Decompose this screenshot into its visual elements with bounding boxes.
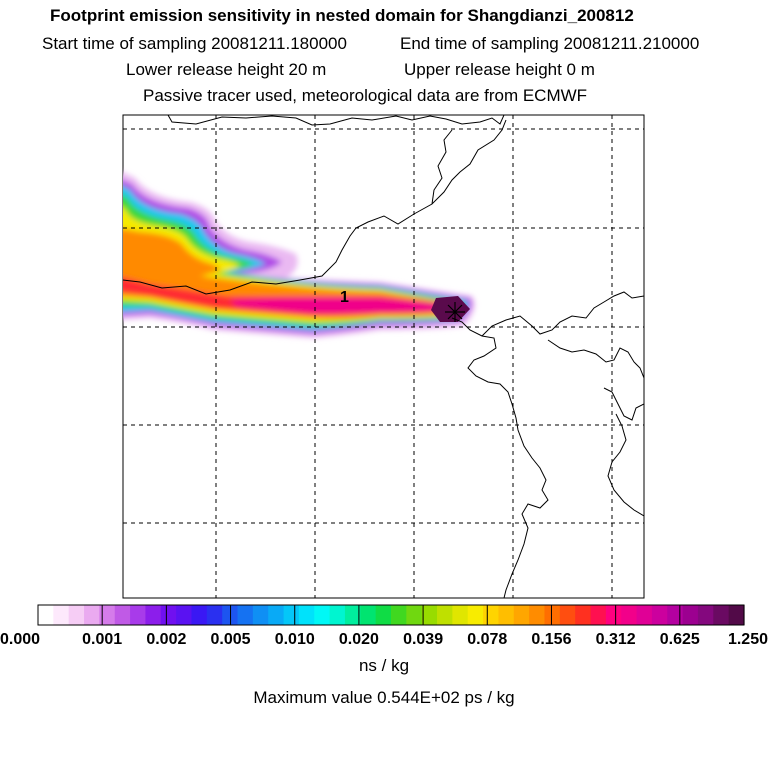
colorbar-cell bbox=[268, 605, 285, 625]
colorbar-cell bbox=[130, 605, 147, 625]
colorbar-border bbox=[37, 604, 745, 626]
plume-maximum bbox=[431, 296, 470, 322]
colorbar-cell bbox=[344, 605, 361, 625]
colorbar-cell bbox=[621, 605, 638, 625]
plume-layer-magenta bbox=[230, 297, 448, 314]
colorbar-cell bbox=[375, 605, 392, 625]
colorbar-cell bbox=[498, 605, 515, 625]
colorbar-cell bbox=[713, 605, 730, 625]
colorbar-cell bbox=[283, 605, 300, 625]
colorbar-cell bbox=[697, 605, 714, 625]
colorbar-cell bbox=[467, 605, 484, 625]
colorbar-cell bbox=[605, 605, 622, 625]
colorbar-tick-label: 0.002 bbox=[146, 631, 186, 648]
colorbar-cell bbox=[421, 605, 438, 625]
colorbar-cell bbox=[298, 605, 315, 625]
colorbar-cell bbox=[682, 605, 699, 625]
colorbar-cell bbox=[53, 605, 70, 625]
start-time-label: Start time of sampling 20081211.180000 bbox=[42, 34, 347, 53]
colorbar-cell bbox=[99, 605, 116, 625]
tracer-label: Passive tracer used, meteorological data… bbox=[143, 86, 588, 105]
colorbar-cell bbox=[483, 605, 500, 625]
colorbar-cell bbox=[513, 605, 530, 625]
colorbar-cell bbox=[575, 605, 592, 625]
colorbar-tick-label: 0.039 bbox=[403, 631, 443, 648]
end-time-label: End time of sampling 20081211.210000 bbox=[400, 34, 700, 53]
lower-release-label: Lower release height 20 m bbox=[126, 60, 327, 79]
colorbar-cell bbox=[651, 605, 668, 625]
colorbar-cell bbox=[437, 605, 453, 625]
colorbar-tick-label: 0.010 bbox=[275, 631, 315, 648]
colorbar-cell bbox=[544, 605, 561, 625]
colorbar-cell bbox=[391, 605, 407, 625]
colorbar-cell bbox=[728, 605, 745, 625]
colorbar-tick-label: 0.156 bbox=[531, 631, 571, 648]
colorbar-cell bbox=[68, 605, 85, 625]
colorbar-tick-label: 1.250 bbox=[728, 631, 768, 648]
colorbar-tick-label: 0.000 bbox=[0, 631, 40, 648]
title-text: Footprint emission sensitivity in nested… bbox=[50, 6, 634, 25]
colorbar-cell bbox=[160, 605, 177, 625]
upper-release-label: Upper release height 0 m bbox=[404, 60, 595, 79]
colorbar-tick-label: 0.020 bbox=[339, 631, 379, 648]
colorbar-cell bbox=[559, 605, 576, 625]
colorbar-tick-label: 0.078 bbox=[467, 631, 507, 648]
colorbar-cell bbox=[452, 605, 469, 625]
colorbar-unit: ns / kg bbox=[358, 656, 410, 675]
colorbar-cell bbox=[636, 605, 653, 625]
colorbar-cell bbox=[114, 605, 131, 625]
colorbar-cell bbox=[360, 605, 377, 625]
colorbar-cell bbox=[206, 605, 223, 625]
colorbar-cell bbox=[84, 605, 100, 625]
colorbar-tick-label: 0.312 bbox=[596, 631, 636, 648]
colorbar-cell bbox=[252, 605, 269, 625]
colorbar-tick-label: 0.005 bbox=[211, 631, 251, 648]
map-frame bbox=[122, 114, 645, 599]
colorbar-cell bbox=[529, 605, 546, 625]
colorbar-ticks: 0.000 0.001 0.002 0.005 0.010 0.020 0.039 0.078… bbox=[0, 605, 768, 648]
colorbar-cell bbox=[314, 605, 331, 625]
colorbar-cell bbox=[237, 605, 254, 625]
colorbar-cell bbox=[590, 605, 607, 625]
colorbar-tick-label: 0.625 bbox=[660, 631, 700, 648]
receptor-star-icon bbox=[445, 302, 465, 322]
colorbar-cell bbox=[176, 605, 193, 625]
colorbar bbox=[37, 604, 745, 626]
colorbar-cell bbox=[145, 605, 162, 625]
lat-lon-grid bbox=[123, 115, 644, 598]
colorbar-cell bbox=[191, 605, 208, 625]
colorbar-cell bbox=[406, 605, 423, 625]
colorbar-tick-label: 0.001 bbox=[82, 631, 122, 648]
colorbar-cell bbox=[329, 605, 346, 625]
colorbar-cell bbox=[38, 605, 54, 625]
release-marker-label: 1 bbox=[340, 289, 349, 306]
colorbar-cell bbox=[667, 605, 684, 625]
maximum-value: Maximum value 0.544E+02 ps / kg bbox=[253, 688, 515, 707]
